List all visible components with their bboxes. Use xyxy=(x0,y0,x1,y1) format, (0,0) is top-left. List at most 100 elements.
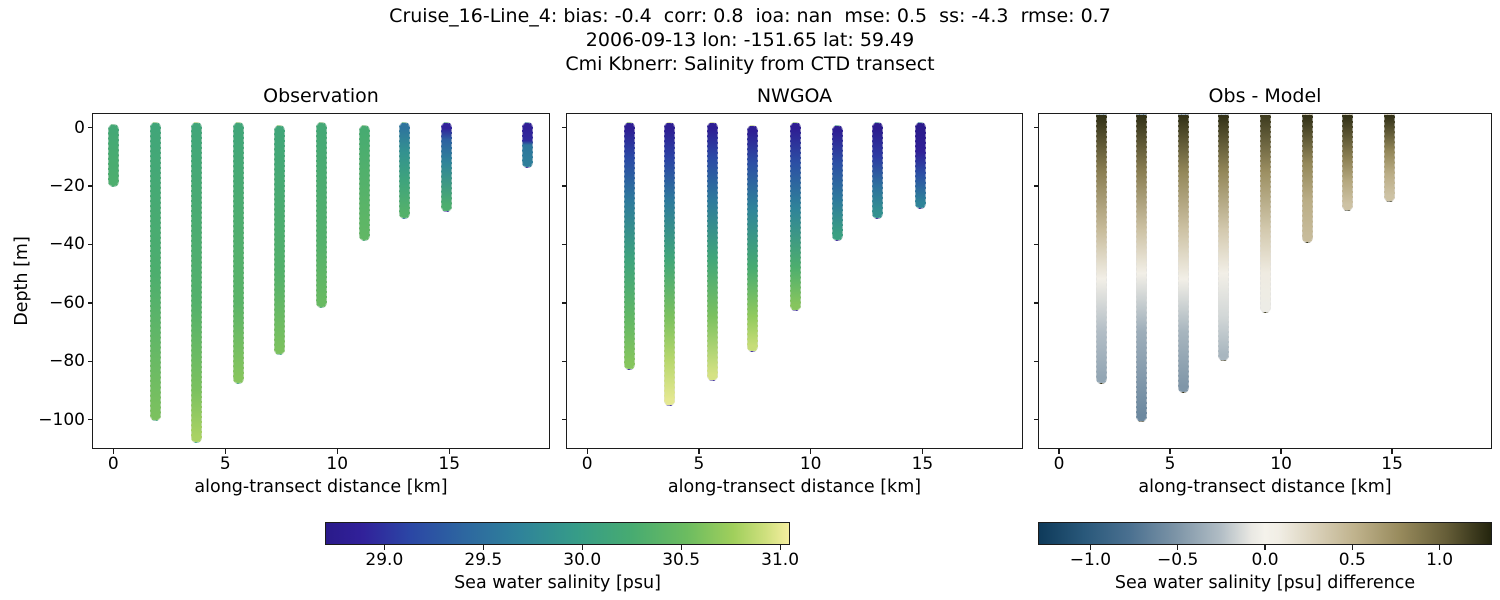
colorbar-tick-mark xyxy=(482,545,484,550)
y-tick-mark xyxy=(1033,185,1038,187)
colorbar-tick-label: 1.0 xyxy=(1426,550,1454,570)
x-axis-label-obs-model: along-transect distance [km] xyxy=(1138,477,1392,497)
profile-bar xyxy=(150,122,162,421)
panel-title-nwgoa: NWGOA xyxy=(756,85,833,107)
panel-title-obs-model: Obs - Model xyxy=(1208,85,1322,107)
y-tick-mark xyxy=(561,302,566,304)
x-tick-mark xyxy=(448,449,450,454)
y-tick-mark xyxy=(87,360,92,362)
profile-bar xyxy=(1302,114,1314,243)
colorbar-tick-label: 0.0 xyxy=(1251,550,1279,570)
x-tick-mark xyxy=(336,449,338,454)
colorbar-tick-label: 29.0 xyxy=(365,550,404,570)
profile-bar xyxy=(1217,114,1229,361)
figure-title-variable: Cmi Kbnerr: Salinity from CTD transect xyxy=(565,53,935,75)
difference-colorbar xyxy=(1038,522,1492,545)
profile-bar xyxy=(1135,114,1147,423)
profile-bar xyxy=(273,125,285,356)
y-tick-label: −20 xyxy=(49,176,85,197)
profile-bar xyxy=(358,125,370,242)
y-tick-mark xyxy=(87,185,92,187)
colorbar-tick-mark xyxy=(581,545,583,550)
x-tick-mark xyxy=(1280,449,1282,454)
profile-bar xyxy=(1095,114,1107,385)
profile-bar xyxy=(1260,114,1272,313)
y-tick-mark xyxy=(87,419,92,421)
profile-bar xyxy=(832,125,844,242)
x-tick-label: 0 xyxy=(107,454,119,474)
y-tick-mark xyxy=(561,127,566,129)
colorbar-tick-mark xyxy=(1264,545,1266,550)
y-tick-mark xyxy=(1033,302,1038,304)
x-tick-label: 10 xyxy=(799,454,822,474)
x-tick-mark xyxy=(112,449,114,454)
colorbar-tick-mark xyxy=(1177,545,1179,550)
panel-title-observation: Observation xyxy=(263,85,379,107)
figure-title-date-position: 2006-09-13 lon: -151.65 lat: 59.49 xyxy=(585,29,915,51)
x-tick-label: 0 xyxy=(1053,454,1065,474)
x-axis-label-observation: along-transect distance [km] xyxy=(194,477,448,497)
colorbar-tick-label: −0.5 xyxy=(1157,550,1199,570)
profile-bar xyxy=(747,125,759,353)
colorbar-tick-mark xyxy=(1439,545,1441,550)
x-tick-label: 0 xyxy=(581,454,593,474)
profile-bar xyxy=(522,122,534,169)
salinity-colorbar-label: Sea water salinity [psu] xyxy=(454,573,661,593)
x-axis-label-nwgoa: along-transect distance [km] xyxy=(667,477,922,497)
profile-bar xyxy=(789,122,801,312)
profile-bar xyxy=(316,122,328,309)
x-tick-label: 5 xyxy=(1164,454,1176,474)
x-tick-label: 15 xyxy=(1381,454,1403,474)
profile-bar xyxy=(664,122,676,407)
y-tick-mark xyxy=(87,243,92,246)
y-tick-label: −80 xyxy=(49,351,85,372)
profile-bar xyxy=(1177,114,1189,394)
x-tick-mark xyxy=(1058,449,1060,454)
x-tick-label: 15 xyxy=(911,454,934,474)
y-tick-mark xyxy=(87,302,92,304)
difference-colorbar-label: Sea water salinity [psu] difference xyxy=(1114,573,1416,593)
colorbar-tick-label: 31.0 xyxy=(761,550,800,570)
x-tick-mark xyxy=(1169,449,1171,454)
profile-bar xyxy=(1342,114,1354,211)
x-tick-mark xyxy=(1391,449,1393,454)
profile-bar xyxy=(190,122,202,443)
x-tick-mark xyxy=(810,449,812,454)
profile-bar xyxy=(398,122,410,220)
profile-bar xyxy=(233,122,245,385)
colorbar-tick-mark xyxy=(779,545,781,550)
profile-bar xyxy=(624,122,636,370)
colorbar-tick-label: 30.0 xyxy=(563,550,602,570)
colorbar-tick-label: 0.5 xyxy=(1338,550,1366,570)
colorbar-tick-mark xyxy=(680,545,682,550)
colorbar-tick-label: −1.0 xyxy=(1069,550,1112,570)
y-tick-mark xyxy=(1033,360,1038,362)
colorbar-tick-label: 29.5 xyxy=(464,550,503,570)
y-tick-mark xyxy=(561,185,566,187)
x-tick-mark xyxy=(921,449,924,454)
y-tick-mark xyxy=(561,419,566,421)
y-tick-label: −100 xyxy=(38,409,85,430)
x-tick-label: 10 xyxy=(1270,454,1292,474)
y-tick-mark xyxy=(1033,243,1038,246)
colorbar-tick-mark xyxy=(1351,545,1353,550)
x-tick-mark xyxy=(698,449,700,454)
x-tick-label: 10 xyxy=(326,454,349,474)
profile-bar xyxy=(706,122,718,382)
y-tick-mark xyxy=(1033,419,1038,421)
x-tick-label: 5 xyxy=(219,454,231,474)
profile-bar xyxy=(1384,114,1396,202)
y-tick-label: −40 xyxy=(49,234,85,255)
colorbar-tick-mark xyxy=(1089,545,1091,550)
y-tick-mark xyxy=(1033,127,1038,129)
profile-bar xyxy=(914,122,926,210)
colorbar-tick-label: 30.5 xyxy=(662,550,701,570)
x-tick-label: 15 xyxy=(438,454,461,474)
x-tick-mark xyxy=(586,449,588,454)
y-tick-mark xyxy=(561,243,566,246)
y-tick-mark xyxy=(561,360,566,362)
y-tick-mark xyxy=(87,127,92,129)
y-tick-label: −60 xyxy=(49,292,85,313)
profile-bar xyxy=(107,124,119,188)
